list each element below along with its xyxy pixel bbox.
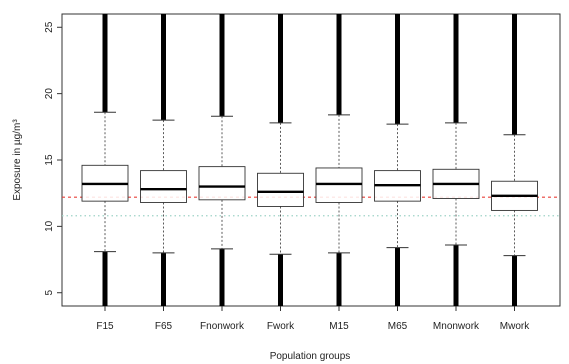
- box-mnonwork: [432, 14, 480, 306]
- x-tick-label-mnonwork: Mnonwork: [433, 321, 480, 332]
- box-fnonwork: [198, 14, 246, 306]
- box-body: [198, 166, 246, 201]
- axes: 5 10 15 20 25 F15 F65 Fnonwork Fwork M15 M65 Mnonwo…: [44, 21, 530, 332]
- y-tick-label-15: 15: [44, 154, 55, 166]
- box-body: [315, 167, 363, 203]
- x-tick-label-fnonwork: Fnonwork: [200, 321, 245, 332]
- x-tick-label-f65: F65: [155, 321, 173, 332]
- plot-area: [61, 13, 561, 307]
- y-axis-label: Exposure in µg/m³: [12, 119, 23, 201]
- box-m15: [315, 14, 363, 306]
- x-axis-label: Population groups: [270, 351, 351, 362]
- y-tick-label-25: 25: [44, 21, 55, 33]
- y-tick-label-20: 20: [44, 88, 55, 100]
- x-tick-label-m15: M15: [329, 321, 349, 332]
- box-fwork: [257, 14, 304, 306]
- box-f15: [81, 14, 129, 306]
- plot-frame: [61, 13, 561, 307]
- box-body: [140, 170, 187, 203]
- box-m65: [374, 14, 421, 306]
- box-body: [257, 172, 304, 207]
- y-tick-label-10: 10: [44, 220, 55, 232]
- x-tick-label-f15: F15: [96, 321, 114, 332]
- x-tick-label-m65: M65: [388, 321, 408, 332]
- box-mwork: [491, 14, 538, 306]
- x-tick-label-mwork: Mwork: [500, 321, 530, 332]
- x-tick-label-fwork: Fwork: [267, 321, 295, 332]
- box-f65: [140, 14, 187, 306]
- box-marks: [81, 14, 538, 306]
- y-tick-label-5: 5: [44, 290, 55, 296]
